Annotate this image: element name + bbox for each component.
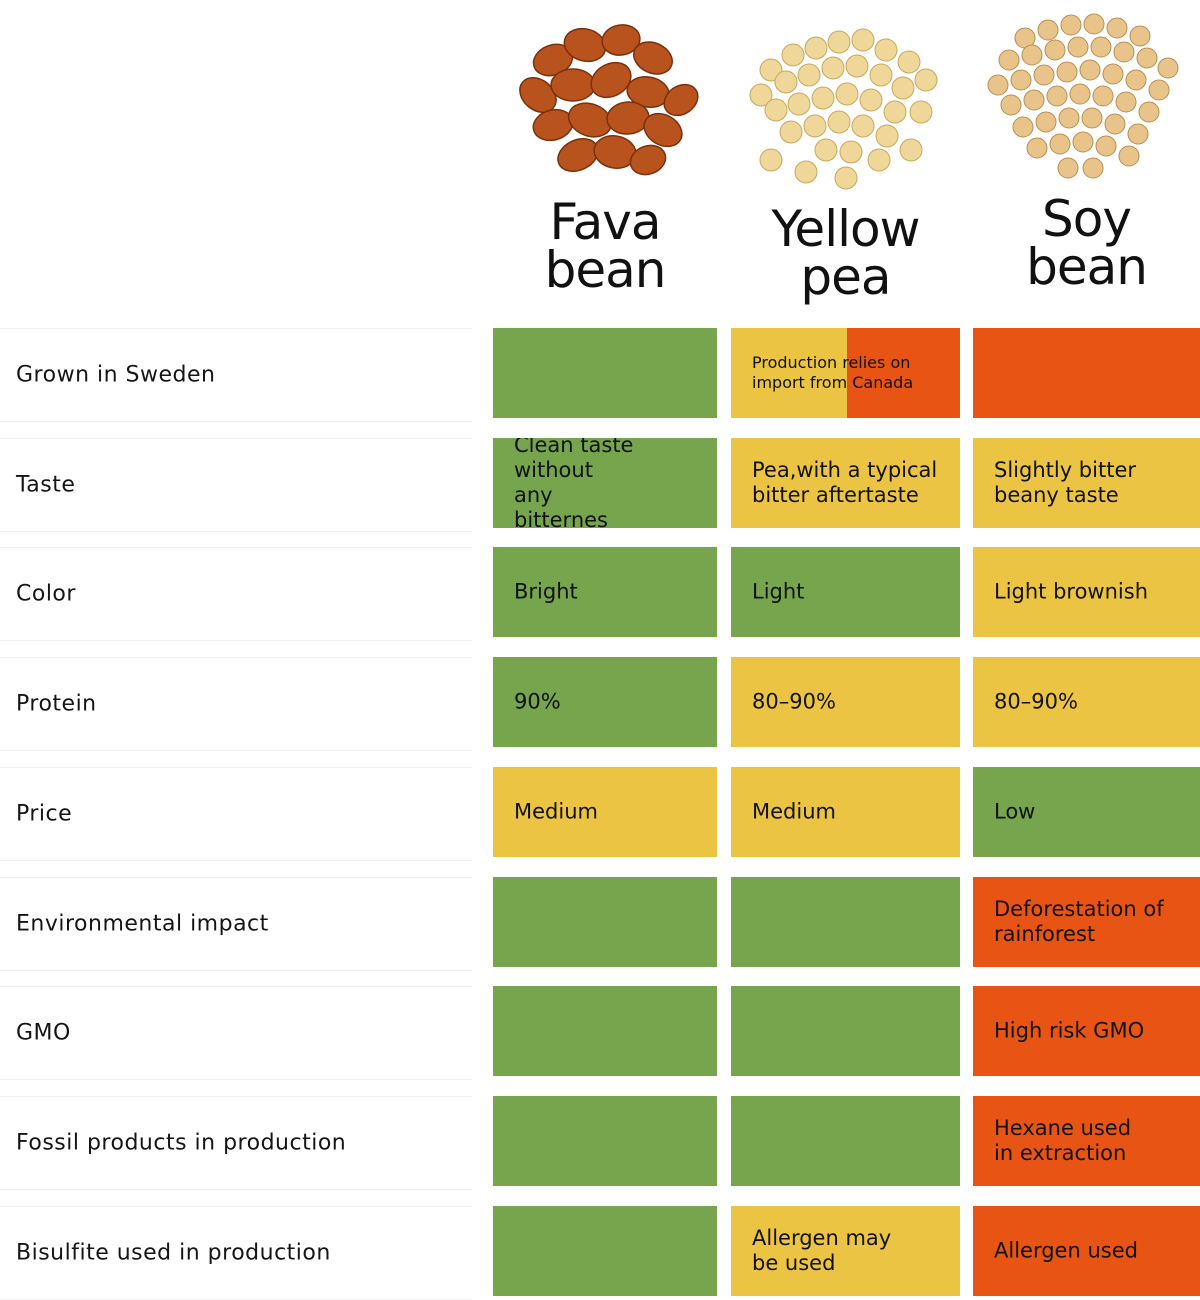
rating-cell: Allergen may be used <box>731 1206 960 1296</box>
row-label: Fossil products in production <box>0 1096 472 1190</box>
row-label: Bisulfite used in production <box>0 1206 472 1300</box>
rating-cell <box>493 1206 717 1296</box>
rating-cell: Pea,with a typical bitter aftertaste <box>731 438 960 528</box>
row-label-text: Taste <box>16 472 76 498</box>
rating-cell: 80–90% <box>973 657 1200 747</box>
row-label-text: Price <box>16 801 73 827</box>
row-label-text: GMO <box>16 1020 71 1046</box>
rating-cell: Light <box>731 547 960 637</box>
rating-cell <box>731 877 960 967</box>
fava-bean-image <box>519 24 699 176</box>
rating-cell: Production relies on import from Canada <box>731 328 960 418</box>
row-label-text: Bisulfite used in production <box>16 1240 331 1266</box>
rating-cell-text: Low <box>994 799 1036 824</box>
column-title: Soy bean <box>1026 190 1148 296</box>
row-label: Taste <box>0 438 472 532</box>
rating-cell: Deforestation of rainforest <box>973 877 1200 967</box>
rating-cell: Medium <box>493 767 717 857</box>
column-title: Fava bean <box>544 193 667 299</box>
rating-cell-text: Medium <box>752 799 836 824</box>
row-label: Color <box>0 547 472 641</box>
rating-cell-text: Clean taste without any bitternes <box>514 438 634 528</box>
rating-cell: High risk GMO <box>973 986 1200 1076</box>
rating-cell-text: Light <box>752 579 805 604</box>
rating-cell-text: Deforestation of rainforest <box>994 897 1164 946</box>
rating-cell: Low <box>973 767 1200 857</box>
row-label: GMO <box>0 986 472 1080</box>
row-label: Environmental impact <box>0 877 472 971</box>
column-title: Yellow pea <box>771 200 921 306</box>
rating-cell <box>493 986 717 1076</box>
row-label: Price <box>0 767 472 861</box>
row-label-text: Grown in Sweden <box>16 362 216 388</box>
rating-cell: Bright <box>493 547 717 637</box>
rating-cell: Light brownish <box>973 547 1200 637</box>
rating-cell-text: 90% <box>514 689 561 714</box>
row-label-text: Fossil products in production <box>16 1130 347 1156</box>
rating-cell-text: Allergen used <box>994 1238 1138 1263</box>
column-header-soy-bean: Soy bean <box>973 0 1200 318</box>
rating-cell: Medium <box>731 767 960 857</box>
rating-cell <box>493 328 717 418</box>
column-header-fava-bean: Fava bean <box>493 0 717 318</box>
rating-cell-text: Hexane used in extraction <box>994 1116 1132 1165</box>
rating-cell <box>493 1096 717 1186</box>
rating-cell: Clean taste without any bitternes <box>493 438 717 528</box>
rating-cell-text: High risk GMO <box>994 1018 1145 1043</box>
rating-cell-text: Pea,with a typical bitter aftertaste <box>752 458 938 507</box>
row-label-text: Environmental impact <box>16 911 269 937</box>
rating-cell: 80–90% <box>731 657 960 747</box>
rating-cell: Slightly bitter beany taste <box>973 438 1200 528</box>
yellow-pea-image <box>749 28 938 190</box>
rating-cell-text: 80–90% <box>994 689 1078 714</box>
column-header-yellow-pea: Yellow pea <box>731 0 960 318</box>
rating-cell <box>731 986 960 1076</box>
rating-cell: Allergen used <box>973 1206 1200 1296</box>
rating-cell-text: Slightly bitter beany taste <box>994 458 1136 507</box>
rating-cell-text: Medium <box>514 799 598 824</box>
row-label: Protein <box>0 657 472 751</box>
rating-cell-text: Light brownish <box>994 579 1149 604</box>
rating-cell-text: Bright <box>514 579 578 604</box>
row-label-text: Color <box>16 581 76 607</box>
rating-cell-text: Production relies on import from Canada <box>752 353 914 392</box>
row-label: Grown in Sweden <box>0 328 472 422</box>
rating-cell: 90% <box>493 657 717 747</box>
rating-cell: Hexane used in extraction <box>973 1096 1200 1186</box>
rating-cell <box>973 328 1200 418</box>
rating-cell <box>731 1096 960 1186</box>
row-label-text: Protein <box>16 691 97 717</box>
rating-cell-text: 80–90% <box>752 689 836 714</box>
rating-cell <box>493 877 717 967</box>
rating-cell-text: Allergen may be used <box>752 1226 892 1275</box>
soy-bean-image <box>987 13 1179 179</box>
